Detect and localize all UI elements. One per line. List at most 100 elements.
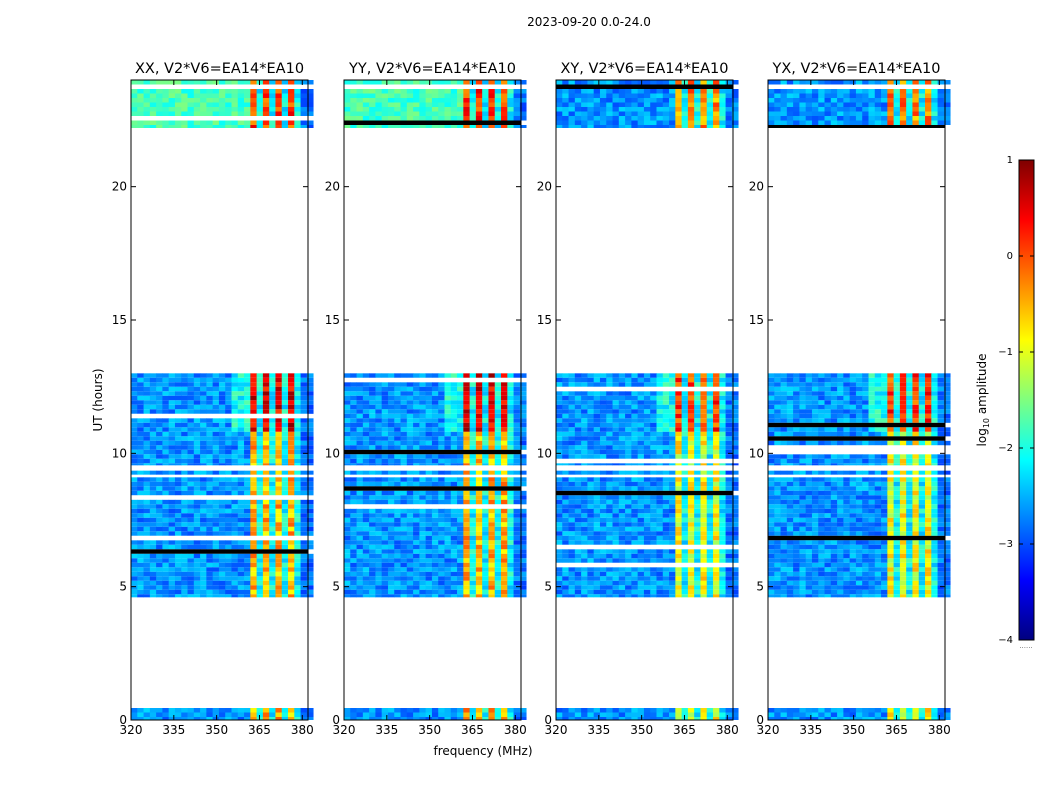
- heatmap-cell: [494, 413, 502, 419]
- heatmap-cell: [599, 470, 607, 475]
- heatmap-cell: [501, 93, 508, 98]
- heatmap-cell: [156, 470, 163, 475]
- heatmap-cell: [250, 470, 258, 475]
- heatmap-cell: [356, 102, 364, 107]
- heatmap-cell: [262, 499, 270, 505]
- heatmap-cell: [168, 540, 176, 545]
- heatmap-cell: [469, 513, 477, 518]
- heatmap-cell: [519, 413, 527, 419]
- heatmap-cell: [187, 377, 195, 383]
- heatmap-cell: [438, 440, 445, 446]
- heatmap-cell: [356, 526, 364, 532]
- heatmap-cell: [501, 422, 508, 428]
- heatmap-cell: [438, 427, 445, 432]
- heatmap-cell: [488, 107, 496, 112]
- heatmap-cell: [200, 418, 207, 423]
- heatmap-cell: [444, 107, 452, 112]
- heatmap-cell: [562, 549, 569, 554]
- heatmap-cell: [256, 400, 264, 405]
- heatmap-cell: [369, 594, 376, 598]
- heatmap-cell: [444, 495, 452, 500]
- heatmap-cell: [731, 567, 739, 572]
- x-tick-label: 350: [205, 723, 228, 737]
- heatmap-cell: [599, 413, 607, 419]
- heatmap-cell: [662, 712, 670, 717]
- heatmap-cell: [294, 544, 301, 550]
- heatmap-cell: [413, 490, 420, 496]
- heatmap-cell: [593, 427, 601, 432]
- heatmap-cell: [713, 594, 720, 598]
- heatmap-cell: [300, 576, 308, 581]
- heatmap-cell: [193, 449, 201, 455]
- heatmap-cell: [681, 477, 689, 482]
- heatmap-cell: [438, 531, 445, 536]
- heatmap-cell: [156, 580, 163, 586]
- heatmap-cell: [687, 571, 695, 577]
- heatmap-cell: [237, 580, 245, 586]
- heatmap-cell: [475, 531, 483, 536]
- heatmap-cell: [731, 522, 739, 527]
- heatmap-cell: [507, 540, 514, 545]
- heatmap-cell: [438, 490, 445, 496]
- heatmap-cell: [156, 508, 163, 514]
- heatmap-cell: [625, 111, 632, 116]
- heatmap-cell: [369, 111, 376, 116]
- heatmap-cell: [475, 427, 483, 432]
- heatmap-cell: [143, 562, 151, 568]
- heatmap-cell: [413, 508, 420, 514]
- heatmap-cell: [174, 454, 182, 459]
- heatmap-cell: [250, 481, 258, 487]
- heatmap-cell: [725, 80, 733, 85]
- heatmap-cell: [713, 517, 720, 523]
- heatmap-cell: [494, 580, 502, 586]
- heatmap-cell: [444, 522, 452, 527]
- heatmap-cell: [419, 540, 427, 545]
- heatmap-cell: [350, 531, 357, 536]
- heatmap-cell: [681, 513, 689, 518]
- heatmap-cell: [256, 409, 264, 414]
- heatmap-cell: [469, 517, 477, 523]
- heatmap-cell: [488, 535, 496, 541]
- heatmap-cell: [350, 418, 357, 423]
- heatmap-cell: [262, 517, 270, 523]
- heatmap-cell: [612, 549, 620, 554]
- heatmap-cell: [675, 440, 683, 446]
- heatmap-cell: [731, 535, 739, 541]
- heatmap-cell: [482, 580, 489, 586]
- heatmap-cell: [556, 89, 563, 94]
- heatmap-cell: [225, 80, 232, 85]
- heatmap-cell: [193, 580, 201, 586]
- heatmap-cell: [256, 580, 264, 586]
- heatmap-cell: [294, 80, 301, 85]
- heatmap-cell: [181, 490, 188, 496]
- heatmap-cell: [218, 708, 226, 713]
- heatmap-cell: [131, 526, 138, 532]
- heatmap-cell: [513, 116, 521, 121]
- heatmap-cell: [568, 373, 576, 378]
- heatmap-cell: [168, 404, 176, 410]
- heatmap-cell: [599, 535, 607, 541]
- heatmap-cell: [431, 93, 439, 98]
- heatmap-cell: [231, 404, 239, 410]
- heatmap-cell: [662, 400, 670, 405]
- heatmap-cell: [237, 540, 245, 545]
- heatmap-cell: [513, 391, 521, 396]
- heatmap-cell: [250, 576, 258, 581]
- heatmap-cell: [262, 712, 270, 717]
- heatmap-cell: [288, 427, 295, 432]
- heatmap-cell: [200, 440, 207, 446]
- heatmap-cell: [187, 125, 195, 128]
- heatmap-cell: [463, 445, 471, 450]
- heatmap-cell: [475, 463, 483, 466]
- heatmap-cell: [488, 531, 496, 536]
- heatmap-cell: [244, 409, 251, 414]
- heatmap-cell: [306, 499, 314, 505]
- heatmap-cell: [719, 594, 726, 598]
- heatmap-cell: [681, 107, 689, 112]
- heatmap-cell: [187, 431, 195, 437]
- heatmap-cell: [250, 418, 258, 423]
- heatmap-cell: [618, 571, 626, 577]
- heatmap-cell: [174, 517, 182, 523]
- heatmap-cell: [587, 594, 595, 598]
